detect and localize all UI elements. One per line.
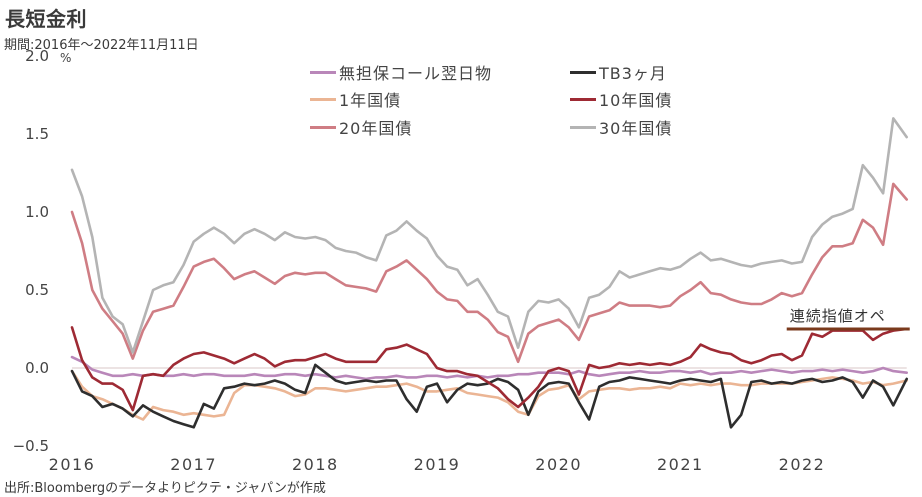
y-tick-label: 2.0 xyxy=(25,47,49,65)
series-line-call-rate xyxy=(70,355,908,381)
legend-item-call-rate: 無担保コール翌日物 xyxy=(310,62,493,83)
x-tick-label: 2016 xyxy=(49,455,96,474)
series-lines xyxy=(70,117,908,429)
annotations: 連続指値オペ xyxy=(786,307,910,331)
series-line-jgb-30y xyxy=(70,117,908,354)
x-tick-label: 2022 xyxy=(779,455,826,474)
chart-period-subtitle: 期間:2016年～2022年11月11日 xyxy=(4,38,199,53)
series-line-jgb-20y xyxy=(70,182,908,364)
legend-label: 20年国債 xyxy=(339,119,413,138)
series-line-tb3m xyxy=(70,363,908,429)
legend-swatch-jgb-10y xyxy=(570,97,596,101)
y-tick-label: 1.0 xyxy=(25,203,49,221)
legend-label: 無担保コール翌日物 xyxy=(339,64,493,83)
legend-swatch-jgb-20y xyxy=(310,125,336,129)
y-tick-label: −0.5 xyxy=(13,437,49,455)
legend-swatch-jgb-30y xyxy=(570,125,596,129)
legend-label: 30年国債 xyxy=(599,119,673,138)
source-note: 出所:Bloombergのデータよりピクテ・ジャパンが作成 xyxy=(4,481,326,496)
x-tick-label: 2021 xyxy=(657,455,704,474)
legend-item-jgb-20y: 20年国債 xyxy=(310,117,413,138)
x-tick-label: 2017 xyxy=(170,455,217,474)
x-axis-ticks: 2016 2017 2018 2019 2020 2021 2022 xyxy=(49,455,826,474)
annotation-label: 連続指値オペ xyxy=(790,307,886,325)
y-tick-label: 1.5 xyxy=(25,125,49,143)
legend-item-jgb-1y: 1年国債 xyxy=(310,89,402,110)
legend-swatch-jgb-1y xyxy=(310,97,336,101)
x-tick-label: 2020 xyxy=(535,455,582,474)
legend-swatch-call-rate xyxy=(310,70,336,74)
y-tick-label: 0.0 xyxy=(25,359,49,377)
legend-label: 10年国債 xyxy=(599,91,673,110)
x-tick-label: 2019 xyxy=(414,455,461,474)
series-line-jgb-1y xyxy=(70,369,908,421)
legend-item-jgb-10y: 10年国債 xyxy=(570,89,673,110)
legend-item-tb3m: TB3ヶ月 xyxy=(570,62,667,83)
x-tick-label: 2018 xyxy=(292,455,339,474)
y-tick-label: 0.5 xyxy=(25,281,49,299)
legend-label: TB3ヶ月 xyxy=(599,64,667,83)
y-axis-unit-label: % xyxy=(60,51,72,65)
legend-swatch-tb3m xyxy=(570,70,596,74)
chart-title: 長短金利 xyxy=(5,7,87,31)
series-line-jgb-10y xyxy=(70,326,908,412)
legend-label: 1年国債 xyxy=(339,91,402,110)
y-axis-ticks: 2.0 1.5 1.0 0.5 0.0 −0.5 xyxy=(13,47,49,455)
legend-item-jgb-30y: 30年国債 xyxy=(570,117,673,138)
